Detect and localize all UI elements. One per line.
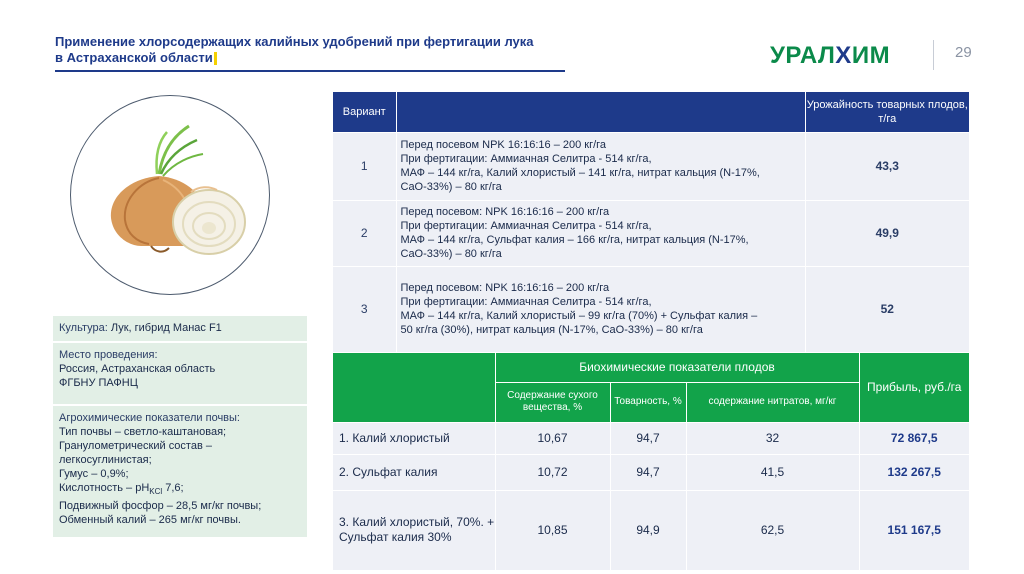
- description-line: При фертигации: Аммиачная Селитра - 514 …: [400, 296, 652, 309]
- header-description: [395, 92, 805, 132]
- description-line: Перед посевом: NPK 16:16:16 – 200 кг/га: [400, 282, 610, 295]
- title-line-2-text: в Астраханской области: [55, 50, 213, 65]
- table-row: 1 Перед посевом NPK 16:16:16 – 200 кг/га…: [333, 131, 969, 200]
- description-line: МАФ – 144 кг/га, Калий хлористый – 141 к…: [400, 167, 760, 179]
- logo-part-1: УРАЛ: [770, 42, 836, 69]
- biochem-table: Биохимические показатели плодов Прибыль,…: [333, 353, 969, 570]
- place-line: Россия, Астраханская область: [59, 363, 216, 375]
- title-marker: [213, 52, 217, 66]
- yield-table: Вариант Урожайность товарных плодов, т/г…: [333, 92, 969, 352]
- yield-value: 43,3: [804, 131, 969, 200]
- description-line: МАФ – 144 кг/га, Сульфат калия – 166 кг/…: [400, 234, 749, 246]
- crop-label: Культура:: [59, 322, 108, 334]
- header-variant: Вариант: [333, 92, 396, 132]
- info-crop: Культура: Лук, гибрид Манас F1: [53, 316, 307, 342]
- header-marketability: Товарность, %: [609, 381, 686, 422]
- dry-matter-value: 10,67: [494, 421, 610, 454]
- nitrate-value: 62,5: [685, 489, 859, 570]
- marketability-value: 94,9: [609, 489, 686, 570]
- info-place: Место проведения: Россия, Астраханская о…: [53, 343, 307, 405]
- description-line: CaO-33%) – 80 кг/га: [400, 181, 502, 193]
- place-line: ФГБНУ ПАФНЦ: [59, 377, 138, 389]
- header-empty: [333, 353, 495, 422]
- title-line-2: в Астраханской области: [55, 50, 565, 66]
- title-underline: [55, 70, 565, 72]
- onion-icon: [110, 124, 246, 255]
- description-line: МАФ – 144 кг/га, Калий хлористый – 99 кг…: [400, 310, 758, 323]
- profit-value: 151 167,5: [858, 489, 969, 570]
- logo-part-3: ИМ: [851, 42, 891, 69]
- header-yield: Урожайность товарных плодов, т/га: [804, 92, 969, 132]
- agro-label: Агрохимические показатели почвы:: [59, 412, 240, 424]
- acidity-line: Кислотность – pHKCl 7,6;: [59, 481, 301, 499]
- description-line: При фертигации: Аммиачная Селитра - 514 …: [400, 153, 652, 165]
- agro-line: Обменный калий – 265 мг/кг почвы.: [59, 514, 241, 527]
- page-number: 29: [955, 44, 972, 61]
- description-line: При фертигации: Аммиачная Селитра - 514 …: [400, 220, 652, 232]
- header-dry-matter: Содержание сухого вещества, %: [494, 381, 610, 422]
- uralchem-logo: УРАЛХИМ: [770, 42, 890, 70]
- acidity-sub: KCl: [149, 487, 163, 497]
- table-row: 3. Калий хлористый, 70%. + Сульфат калия…: [333, 489, 969, 570]
- profit-value: 72 867,5: [858, 421, 969, 454]
- variant-description: Перед посевом NPK 16:16:16 – 200 кг/га П…: [395, 131, 805, 200]
- row-name: 3. Калий хлористый, 70%. + Сульфат калия…: [333, 489, 495, 570]
- agro-line: легкосуглинистая;: [59, 454, 152, 466]
- biochem-subheader-row: Содержание сухого вещества, % Товарность…: [333, 381, 969, 422]
- description-line: 50 кг/га (30%), нитрат кальция (N-17%, C…: [400, 324, 703, 337]
- nitrate-value: 32: [685, 421, 859, 454]
- variant-description: Перед посевом: NPK 16:16:16 – 200 кг/га …: [395, 199, 805, 266]
- logo-part-2: Х: [835, 42, 852, 69]
- description-line: Перед посевом NPK 16:16:16 – 200 кг/га: [400, 139, 607, 151]
- crop-value: Лук, гибрид Манас F1: [107, 322, 222, 334]
- acidity-prefix: Кислотность – pH: [59, 482, 150, 494]
- page-title: Применение хлорсодержащих калийных удобр…: [55, 34, 565, 66]
- info-agro: Агрохимические показатели почвы: Тип поч…: [53, 406, 307, 538]
- marketability-value: 94,7: [609, 421, 686, 454]
- header-biochem: Биохимические показатели плодов: [494, 353, 859, 382]
- title-line-1: Применение хлорсодержащих калийных удобр…: [55, 34, 534, 49]
- description-line: Перед посевом: NPK 16:16:16 – 200 кг/га: [400, 206, 610, 218]
- description-line: CaO-33%) – 80 кг/га: [400, 248, 502, 260]
- header-profit: Прибыль, руб./га: [858, 353, 969, 422]
- onion-illustration: [70, 95, 270, 295]
- yield-value: 52: [804, 265, 969, 352]
- marketability-value: 94,7: [609, 453, 686, 490]
- profit-value: 132 267,5: [858, 453, 969, 490]
- row-name: 1. Калий хлористый: [333, 421, 495, 454]
- variant-number: 3: [333, 265, 396, 352]
- dry-matter-value: 10,85: [494, 489, 610, 570]
- agro-line: Подвижный фосфор – 28,5 мг/кг почвы;: [59, 500, 262, 513]
- variant-number: 1: [333, 131, 396, 200]
- table-row: 2. Сульфат калия 10,72 94,7 41,5 132 267…: [333, 453, 969, 490]
- biochem-header-row: Биохимические показатели плодов Прибыль,…: [333, 353, 969, 422]
- yield-value: 49,9: [804, 199, 969, 266]
- acidity-value: 7,6;: [162, 482, 184, 494]
- header-nitrates: содержание нитратов, мг/кг: [685, 381, 859, 422]
- table-row: 2 Перед посевом: NPK 16:16:16 – 200 кг/г…: [333, 199, 969, 266]
- yield-table-header: Вариант Урожайность товарных плодов, т/г…: [333, 92, 969, 132]
- table-row: 1. Калий хлористый 10,67 94,7 32 72 867,…: [333, 421, 969, 454]
- header-divider: [933, 40, 934, 70]
- variant-description: Перед посевом: NPK 16:16:16 – 200 кг/га …: [395, 265, 805, 352]
- table-row: 3 Перед посевом: NPK 16:16:16 – 200 кг/г…: [333, 265, 969, 352]
- variant-number: 2: [333, 199, 396, 266]
- agro-line: Тип почвы – светло-каштановая;: [59, 426, 227, 438]
- agro-line: Гранулометрический состав –: [59, 440, 212, 452]
- dry-matter-value: 10,72: [494, 453, 610, 490]
- row-name: 2. Сульфат калия: [333, 453, 495, 490]
- agro-line: Гумус – 0,9%;: [59, 468, 129, 480]
- nitrate-value: 41,5: [685, 453, 859, 490]
- place-label: Место проведения:: [59, 349, 158, 361]
